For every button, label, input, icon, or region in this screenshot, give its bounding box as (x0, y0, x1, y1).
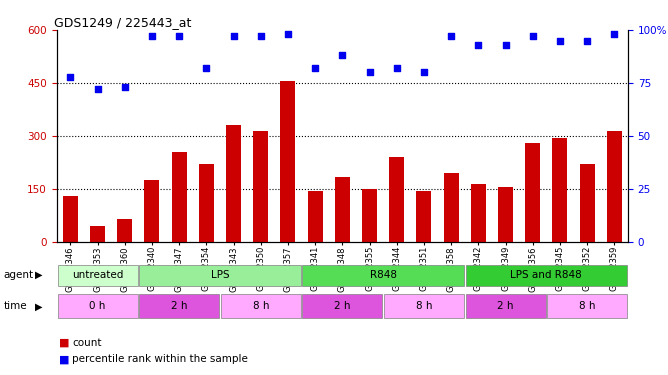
Bar (607, 130, 622, 242)
Bar (303, 264, 464, 286)
Bar (139, 294, 219, 318)
Point (554, 38, 565, 44)
Text: 2 h: 2 h (334, 301, 351, 311)
Text: 8 h: 8 h (579, 301, 595, 311)
Bar (471, 184, 486, 242)
Bar (118, 219, 132, 242)
Text: untreated: untreated (72, 270, 124, 280)
Bar (199, 164, 214, 242)
Bar (389, 157, 404, 242)
Point (174, 33, 184, 39)
Bar (444, 173, 459, 242)
Point (528, 33, 538, 39)
Bar (308, 190, 323, 242)
Text: count: count (72, 338, 102, 348)
Text: percentile rank within the sample: percentile rank within the sample (72, 354, 248, 364)
Bar (303, 294, 382, 318)
Bar (63, 196, 78, 242)
Bar (90, 226, 105, 242)
Text: time: time (3, 302, 27, 311)
Point (65, 74, 75, 80)
Text: 8 h: 8 h (415, 301, 432, 311)
Bar (552, 138, 567, 242)
Bar (416, 190, 432, 242)
Bar (139, 264, 301, 286)
Text: ▶: ▶ (35, 302, 42, 311)
Point (228, 33, 239, 39)
Text: ■: ■ (59, 354, 69, 364)
Bar (525, 143, 540, 242)
Bar (362, 189, 377, 242)
Point (147, 33, 158, 39)
Bar (384, 294, 464, 318)
Point (473, 42, 484, 48)
Point (609, 31, 620, 37)
Bar (466, 264, 627, 286)
Text: LPS: LPS (210, 270, 229, 280)
Bar (253, 130, 269, 242)
Text: 0 h: 0 h (90, 301, 106, 311)
Point (446, 33, 456, 39)
Bar (466, 294, 546, 318)
Bar (144, 180, 160, 242)
Bar (498, 187, 513, 242)
Text: 8 h: 8 h (253, 301, 269, 311)
Point (500, 42, 511, 48)
Text: ■: ■ (59, 338, 69, 348)
Bar (57, 294, 138, 318)
Point (283, 31, 293, 37)
Point (201, 65, 212, 71)
Text: GDS1249 / 225443_at: GDS1249 / 225443_at (54, 16, 191, 29)
Point (419, 69, 430, 75)
Bar (281, 81, 295, 242)
Point (337, 53, 347, 58)
Text: agent: agent (3, 270, 33, 280)
Text: 2 h: 2 h (171, 301, 188, 311)
Bar (580, 164, 595, 242)
Bar (547, 294, 627, 318)
Bar (221, 294, 301, 318)
Text: R848: R848 (369, 270, 397, 280)
Point (391, 65, 402, 71)
Point (120, 84, 130, 90)
Bar (226, 125, 241, 242)
Bar (172, 152, 186, 242)
Point (255, 33, 266, 39)
Text: 2 h: 2 h (497, 301, 514, 311)
Point (364, 69, 375, 75)
Bar (57, 264, 138, 286)
Point (310, 65, 321, 71)
Text: LPS and R848: LPS and R848 (510, 270, 582, 280)
Point (582, 38, 593, 44)
Point (92, 86, 103, 92)
Text: ▶: ▶ (35, 270, 42, 280)
Bar (335, 177, 350, 242)
